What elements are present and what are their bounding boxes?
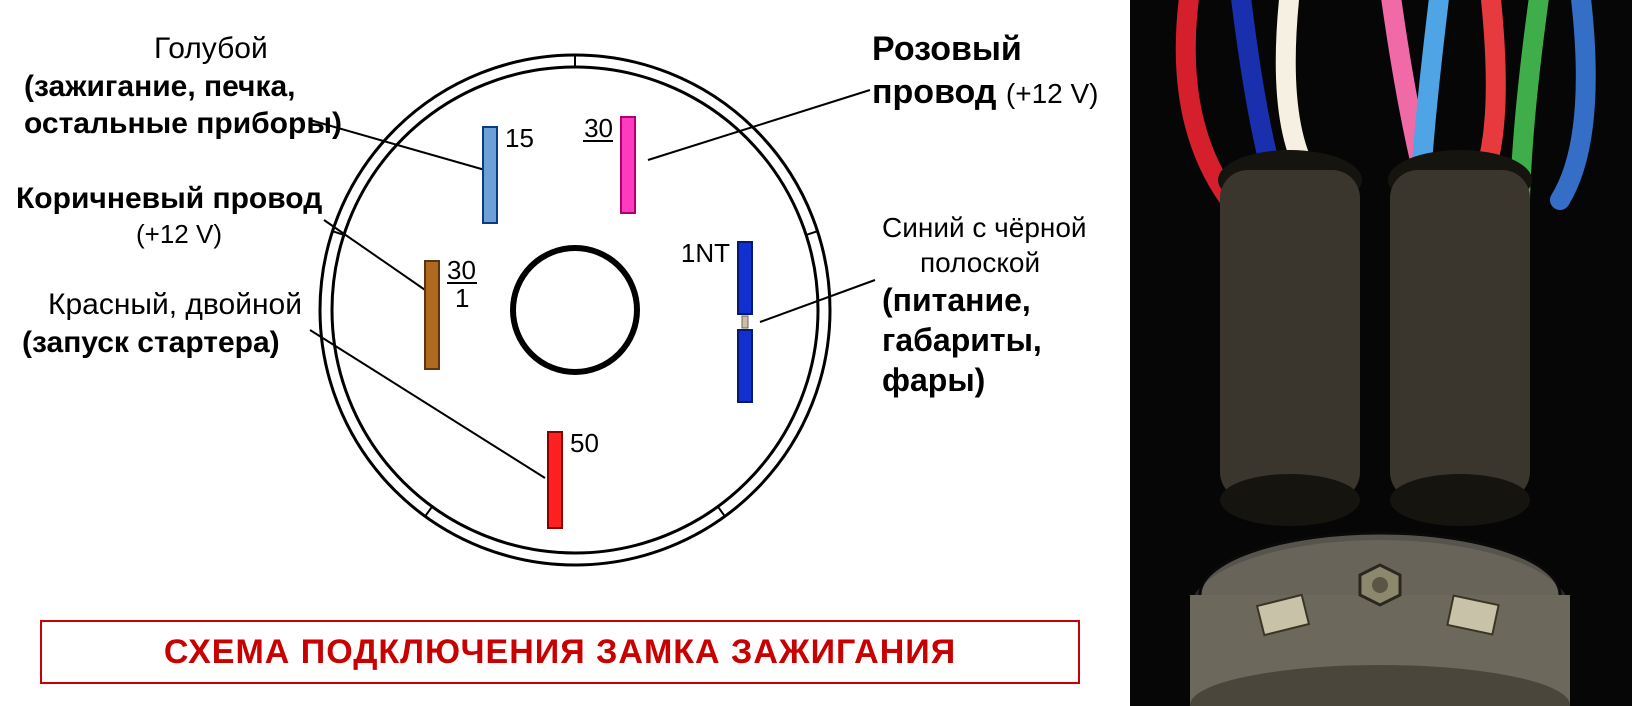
svg-text:15: 15 bbox=[505, 123, 534, 153]
diagram-title: СХЕМА ПОДКЛЮЧЕНИЯ ЗАМКА ЗАЖИГАНИЯ bbox=[164, 633, 956, 672]
label-brown: Коричневый провод (+12 V) bbox=[16, 180, 322, 250]
svg-text:30: 30 bbox=[447, 255, 476, 285]
svg-text:30: 30 bbox=[584, 113, 613, 143]
connector-photo-svg bbox=[1130, 0, 1632, 706]
svg-text:50: 50 bbox=[570, 428, 599, 458]
label-dark-blue: Синий с чёрной полоской (питание, габари… bbox=[882, 210, 1087, 400]
diagram-title-box: СХЕМА ПОДКЛЮЧЕНИЯ ЗАМКА ЗАЖИГАНИЯ bbox=[40, 620, 1080, 684]
diagram-area: 15303011NT50 Голубой (зажигание, печка, … bbox=[0, 0, 1130, 706]
label-pink: Розовый провод (+12 V) bbox=[872, 28, 1099, 113]
label-light-blue: Голубой (зажигание, печка, остальные при… bbox=[24, 30, 342, 143]
svg-text:1NT: 1NT bbox=[681, 238, 730, 268]
photo-area bbox=[1130, 0, 1632, 706]
svg-text:1: 1 bbox=[455, 283, 469, 313]
label-red: Красный, двойной (запуск стартера) bbox=[22, 286, 302, 361]
